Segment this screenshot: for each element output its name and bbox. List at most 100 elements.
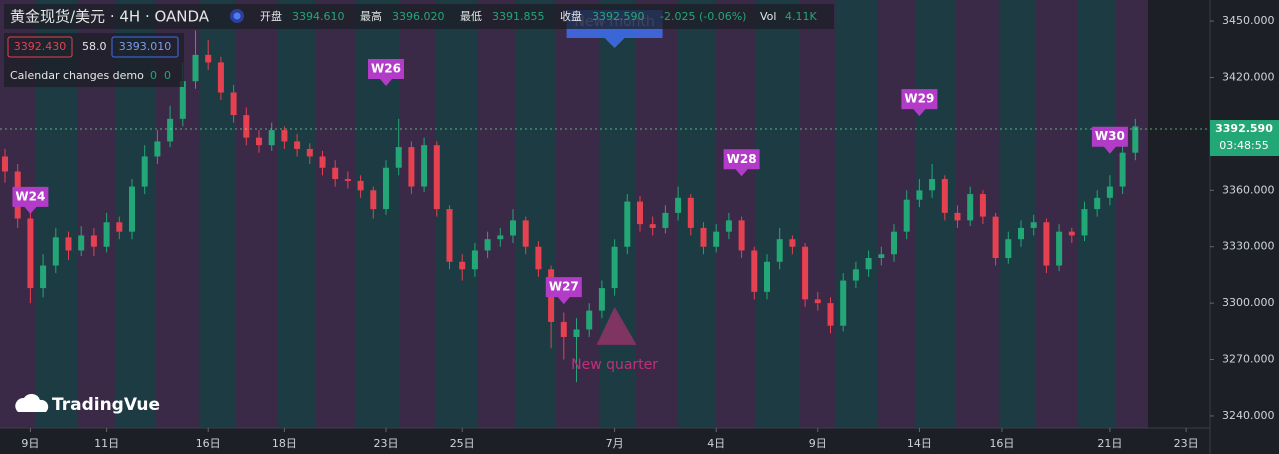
candle-body [243, 115, 250, 138]
candle-body [433, 145, 440, 210]
legend-value: 58.0 [82, 40, 107, 53]
candle-body [967, 194, 974, 221]
candle-body [1030, 222, 1037, 228]
x-tick-label: 9日 [809, 437, 827, 450]
week-marker [368, 58, 404, 86]
candle-body [586, 310, 593, 330]
bg-stripe [516, 0, 556, 428]
candle-body [1043, 222, 1050, 266]
x-tick-label: 23日 [1174, 437, 1199, 450]
candle-body [256, 137, 262, 146]
axis-bg [1148, 0, 1279, 454]
candle-body [611, 246, 618, 289]
candle-body [840, 280, 847, 326]
y-tick-label: 3300.000 [1222, 296, 1275, 309]
candle-body [129, 186, 135, 232]
candle-body [383, 167, 389, 210]
x-tick-label: 18日 [272, 437, 297, 450]
candle-body [217, 62, 224, 93]
bg-stripe [716, 0, 756, 428]
x-tick-label: 7月 [606, 437, 624, 450]
overlay-value: 0 [150, 69, 157, 82]
y-tick-label: 3450.000 [1222, 14, 1275, 27]
last-price-label: 3392.590 [1215, 122, 1273, 135]
candle-body [637, 201, 643, 225]
candle-body [979, 194, 986, 217]
header-vol-label: Vol [760, 10, 776, 23]
candle-body [1119, 152, 1126, 187]
header-change: -2.025 (-0.06%) [660, 10, 746, 23]
week-marker [723, 149, 760, 177]
candle-body [344, 179, 351, 181]
x-tick-label: 16日 [989, 437, 1014, 450]
candle-body [1094, 197, 1101, 210]
candle-body [573, 329, 580, 337]
logo: TradingVue [52, 395, 160, 415]
candle-body [332, 167, 339, 180]
candle-body [1056, 231, 1063, 266]
x-tick-label: 21日 [1097, 437, 1122, 450]
candle-body [446, 209, 453, 262]
candle-body [319, 156, 326, 168]
header-open: 3394.610 [292, 10, 345, 23]
candle-body [865, 258, 872, 270]
candle-body [459, 261, 466, 270]
candle-body [827, 303, 834, 326]
candle-body [357, 180, 364, 191]
header-high: 3396.020 [392, 10, 445, 23]
time-axis-bg [0, 428, 1279, 454]
header-vol: 4.11K [785, 10, 817, 23]
bg-stripe [956, 0, 1000, 428]
x-tick-label: 25日 [450, 437, 475, 450]
candle-body [40, 265, 47, 289]
bg-stripe [316, 0, 356, 428]
candle-body [992, 216, 999, 259]
candle-body [789, 239, 796, 247]
candle-body [776, 239, 783, 262]
candle-body [1068, 231, 1075, 236]
y-tick-label: 3270.000 [1222, 353, 1275, 366]
candle-body [814, 299, 821, 304]
candle-body [929, 179, 936, 191]
legend-value: 3392.430 [14, 40, 67, 53]
candle-body [738, 220, 745, 251]
header-low-label: 最低 [460, 10, 482, 23]
candle-body [268, 130, 275, 146]
bg-stripe [236, 0, 278, 428]
candle-body [2, 156, 8, 172]
bg-stripe [916, 0, 956, 428]
bg-stripe [800, 0, 836, 428]
candle-body [281, 130, 288, 142]
candle-body [179, 81, 186, 119]
candle-body [1132, 126, 1139, 153]
y-tick-label: 3330.000 [1222, 240, 1275, 253]
candle-body [624, 201, 631, 247]
candle-body [103, 222, 110, 247]
candle-body [421, 145, 428, 187]
overlay-name: Calendar changes demo [10, 69, 144, 82]
bg-stripe [278, 0, 316, 428]
week-marker-label: W24 [15, 189, 45, 203]
candle-body [560, 321, 567, 337]
legend-box [7, 36, 73, 58]
week-marker-label: W27 [549, 280, 579, 294]
header-low: 3391.855 [492, 10, 545, 23]
candle-body [649, 224, 656, 228]
candle-body [471, 250, 478, 270]
week-marker-label: W30 [1095, 129, 1125, 143]
candle-body [751, 250, 758, 292]
candle-body [370, 190, 377, 210]
bg-stripe [400, 0, 436, 428]
header-high-label: 最高 [360, 9, 382, 23]
x-tick-label: 9日 [21, 437, 39, 450]
candle-body [78, 235, 85, 251]
candle-body [535, 246, 542, 270]
x-tick-label: 4日 [707, 437, 725, 450]
candle-body [90, 235, 97, 247]
candle-body [675, 197, 682, 213]
bg-stripe [1000, 0, 1036, 428]
overlay-value: 0 [164, 69, 171, 82]
y-tick-label: 3420.000 [1222, 70, 1275, 83]
